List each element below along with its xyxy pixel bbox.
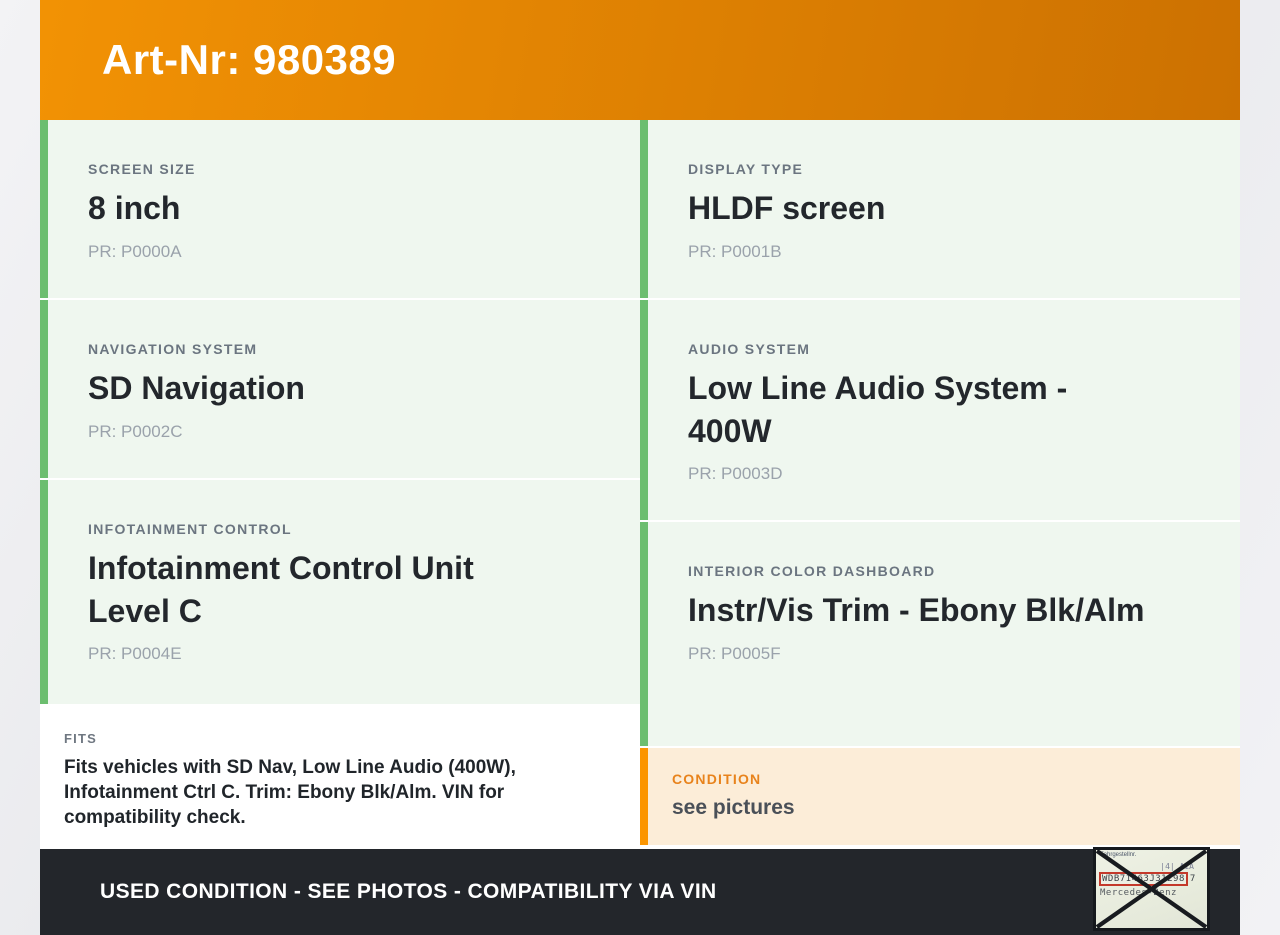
fits-text: Fits vehicles with SD Nav, Low Line Audi… (64, 757, 516, 828)
spec-pr-code: PR: P0004E (88, 644, 182, 664)
spec-pr-code: PR: P0001B (688, 241, 782, 261)
spec-label: DISPLAY TYPE (688, 161, 804, 177)
condition-value: see pictures (672, 796, 795, 819)
spec-card-interior-color-dashboard: INTERIOR COLOR DASHBOARD Instr/Vis Trim … (640, 522, 1240, 746)
spec-pr-code: PR: P0000A (88, 241, 182, 261)
spec-value: Low Line Audio System - 400W (688, 370, 1068, 449)
cross-out-mark-icon (1096, 850, 1207, 928)
fits-section: FITS Fits vehicles with SD Nav, Low Line… (40, 706, 640, 849)
stamp-code-line: |4| AiA (1160, 862, 1194, 871)
fits-label: FITS (64, 731, 97, 746)
stamp-brand-text: Mercedes-Benz (1100, 888, 1177, 898)
condition-label: CONDITION (672, 771, 762, 787)
listing-panel: Art-Nr: 980389 SCREEN SIZE 8 inch PR: P0… (40, 0, 1240, 935)
footer-bar: USED CONDITION - SEE PHOTOS - COMPATIBIL… (40, 849, 1240, 935)
spec-grid: SCREEN SIZE 8 inch PR: P0000A NAVIGATION… (40, 120, 1240, 849)
spec-value: SD Navigation (88, 370, 305, 406)
spec-label: NAVIGATION SYSTEM (88, 341, 258, 357)
spec-value: Instr/Vis Trim - Ebony Blk/Alm (688, 592, 1145, 628)
registration-document-stamp: Fahrgestellnr. |4| AiA WDB71463J31298 7 … (1093, 847, 1210, 931)
spec-card-screen-size: SCREEN SIZE 8 inch PR: P0000A (40, 120, 640, 298)
condition-section: CONDITION see pictures (640, 748, 1240, 845)
left-column: SCREEN SIZE 8 inch PR: P0000A NAVIGATION… (40, 120, 640, 849)
spec-card-audio-system: AUDIO SYSTEM Low Line Audio System - 400… (640, 300, 1240, 520)
spec-label: INFOTAINMENT CONTROL (88, 521, 292, 537)
spec-label: INTERIOR COLOR DASHBOARD (688, 563, 936, 579)
spec-pr-code: PR: P0002C (88, 421, 183, 441)
article-number-title: Art-Nr: 980389 (102, 36, 397, 83)
spec-value: HLDF screen (688, 190, 886, 226)
spec-card-infotainment-control: INFOTAINMENT CONTROL Infotainment Contro… (40, 480, 640, 704)
spec-pr-code: PR: P0003D (688, 464, 783, 484)
spec-card-navigation-system: NAVIGATION SYSTEM SD Navigation PR: P000… (40, 300, 640, 478)
spec-card-display-type: DISPLAY TYPE HLDF screen PR: P0001B (640, 120, 1240, 298)
spec-value: Infotainment Control Unit Level C (88, 550, 474, 629)
footer-notice-text: USED CONDITION - SEE PHOTOS - COMPATIBIL… (100, 880, 717, 903)
spec-pr-code: PR: P0005F (688, 643, 781, 663)
spec-label: SCREEN SIZE (88, 161, 196, 177)
spec-value: 8 inch (88, 190, 181, 226)
right-column: DISPLAY TYPE HLDF screen PR: P0001B AUDI… (640, 120, 1240, 849)
stamp-doc-label: Fahrgestellnr. (1100, 852, 1137, 858)
header-banner: Art-Nr: 980389 (40, 0, 1240, 120)
spec-label: AUDIO SYSTEM (688, 341, 811, 357)
stamp-vin-suffix: 7 (1189, 874, 1196, 884)
